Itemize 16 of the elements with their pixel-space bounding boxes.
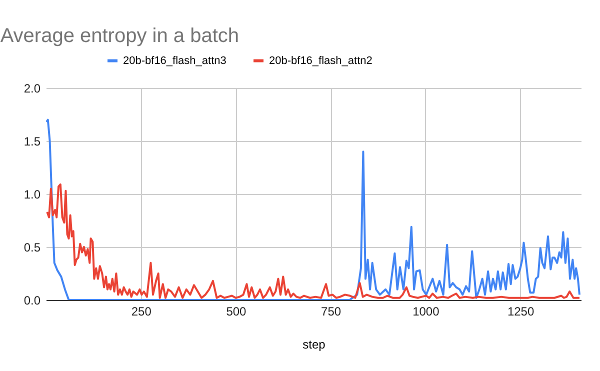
legend-label: 20b-bf16_flash_attn3 [123, 54, 226, 67]
y-tick-label: 1.0 [24, 188, 41, 202]
y-tick-label: 0.0 [24, 294, 41, 308]
x-tick-label: 500 [226, 304, 247, 318]
chart-title: Average entropy in a batch [0, 25, 240, 47]
legend-label: 20b-bf16_flash_attn2 [269, 54, 372, 67]
x-tick-label: 250 [131, 304, 152, 318]
line-series [46, 183, 580, 299]
x-tick-label: 1250 [507, 304, 534, 318]
x-tick-label: 1000 [412, 304, 440, 318]
line-series [46, 118, 580, 300]
y-tick-label: 0.5 [24, 240, 41, 254]
y-tick-label: 2.0 [24, 82, 41, 96]
y-tick-label: 1.5 [24, 134, 41, 148]
x-axis-title: step [302, 338, 326, 352]
x-tick-label: 750 [321, 304, 342, 318]
